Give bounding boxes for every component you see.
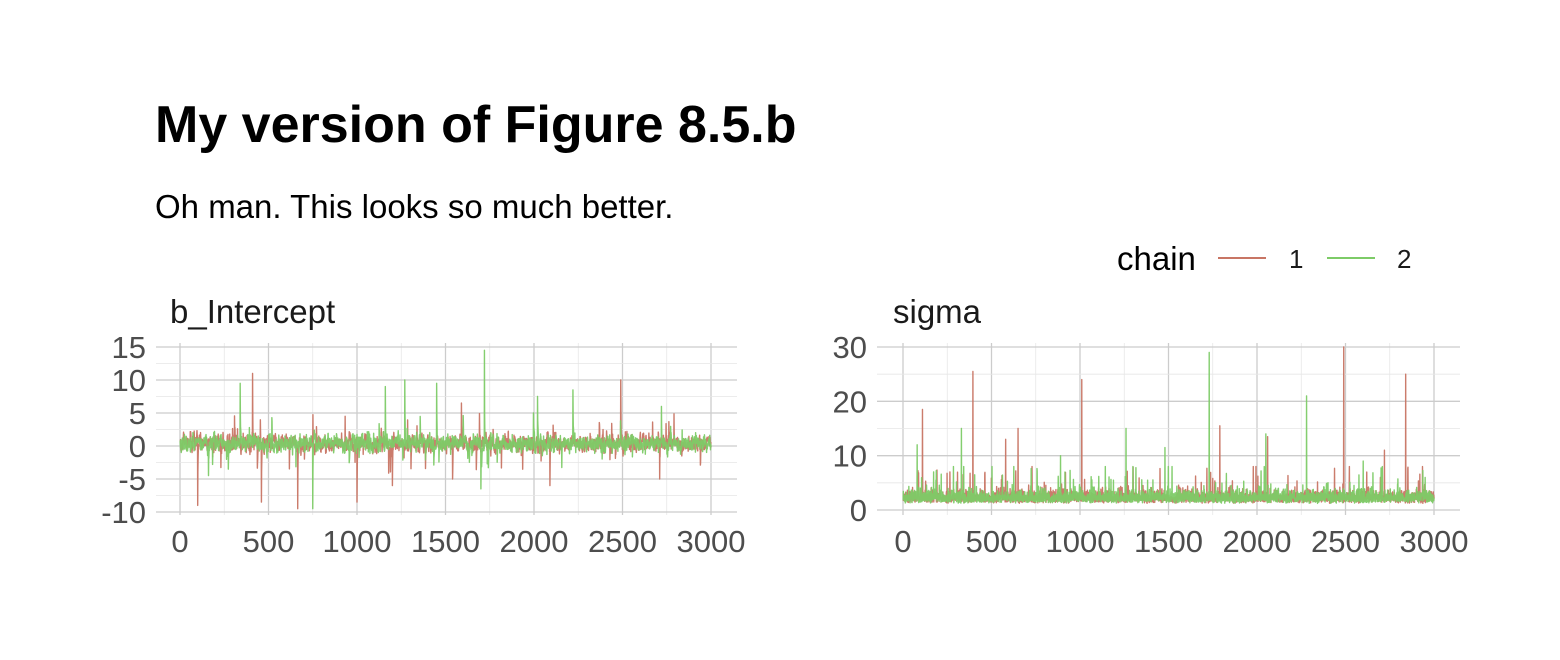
- series-line-chain-2: [179, 349, 712, 510]
- x-tick-label: 1000: [1046, 524, 1115, 559]
- legend-title: chain: [1117, 240, 1196, 277]
- panel-grid: [156, 343, 737, 515]
- panel-strip-label: sigma: [893, 293, 982, 330]
- panel-ticks: 0 500 1000 1500 2000 2500 3000 30 20 10 0: [833, 330, 1469, 559]
- y-tick-label: -10: [101, 495, 146, 530]
- panel-series: [179, 349, 712, 510]
- x-tick-label: 2000: [1223, 524, 1292, 559]
- y-tick-label: 30: [833, 330, 867, 365]
- chart-title: My version of Figure 8.5.b: [155, 96, 796, 154]
- panel-grid: [877, 343, 1460, 515]
- legend: chain 1 2: [1117, 240, 1411, 277]
- y-tick-label: 20: [833, 384, 867, 419]
- x-tick-label: 500: [243, 524, 295, 559]
- x-tick-label: 1500: [411, 524, 480, 559]
- series-line-chain-2: [902, 351, 1435, 505]
- y-tick-label: -5: [118, 462, 146, 497]
- panel-strip-label: b_Intercept: [170, 293, 335, 330]
- legend-label-chain-2: 2: [1397, 244, 1411, 274]
- y-tick-label: 5: [129, 396, 146, 431]
- panel-series: [902, 346, 1435, 505]
- x-tick-label: 500: [966, 524, 1018, 559]
- legend-label-chain-1: 1: [1289, 244, 1303, 274]
- x-tick-label: 2000: [500, 524, 569, 559]
- x-tick-label: 3000: [677, 524, 746, 559]
- x-tick-label: 2500: [1311, 524, 1380, 559]
- panel-sigma: sigma 0 500 1000 1500 2000 2500 3000 30 20 10 0: [833, 293, 1469, 559]
- y-tick-label: 15: [112, 330, 146, 365]
- x-tick-label: 1000: [323, 524, 392, 559]
- x-tick-label: 3000: [1400, 524, 1469, 559]
- y-tick-label: 10: [833, 439, 867, 474]
- x-tick-label: 1500: [1134, 524, 1203, 559]
- panel-b-intercept: b_Intercept 0 500 1000 1500 2000 2500 3000 1510…: [101, 293, 745, 559]
- y-tick-label: 0: [129, 429, 146, 464]
- y-tick-label: 10: [112, 363, 146, 398]
- y-tick-label: 0: [850, 493, 867, 528]
- chart-subtitle: Oh man. This looks so much better.: [155, 188, 673, 225]
- x-tick-label: 0: [171, 524, 188, 559]
- x-tick-label: 0: [894, 524, 911, 559]
- x-tick-label: 2500: [588, 524, 657, 559]
